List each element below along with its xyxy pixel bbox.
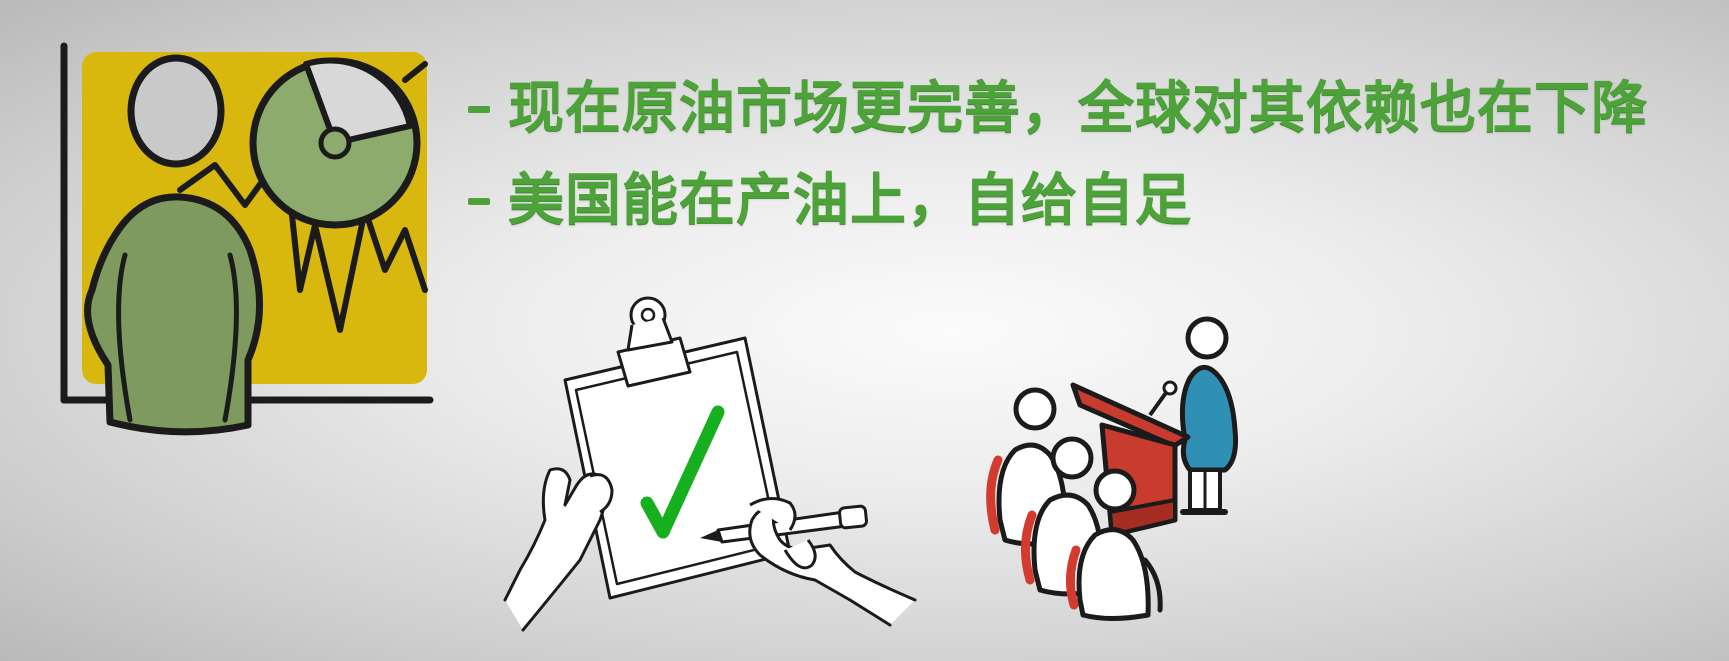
- bullet-dash-1: [468, 105, 490, 113]
- presenter-with-chart-icon: [60, 42, 434, 436]
- bullet-item-1: 现在原油市场更完善，全球对其依赖也在下降: [468, 78, 1718, 140]
- bullet-text-2: 美国能在产油上，自给自足: [508, 168, 1192, 233]
- bullet-dash-2: [468, 197, 490, 205]
- bullet-list: 现在原油市场更完善，全球对其依赖也在下降 美国能在产油上，自给自足: [468, 78, 1718, 262]
- bullet-item-2: 美国能在产油上，自给自足: [468, 170, 1718, 232]
- bullet-text-1: 现在原油市场更完善，全球对其依赖也在下降: [508, 76, 1648, 141]
